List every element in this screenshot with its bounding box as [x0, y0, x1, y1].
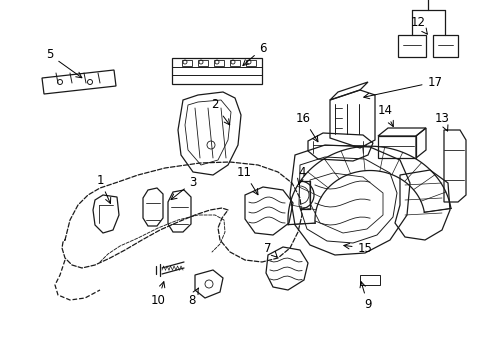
Text: 4: 4: [297, 166, 305, 184]
Text: 9: 9: [359, 282, 371, 311]
Text: 2: 2: [211, 99, 229, 125]
Text: 5: 5: [46, 49, 81, 78]
Text: 11: 11: [236, 166, 258, 195]
Text: 3: 3: [171, 175, 196, 199]
Text: 1: 1: [96, 174, 110, 203]
Text: 10: 10: [150, 282, 165, 306]
Text: 6: 6: [243, 41, 266, 66]
Text: 14: 14: [377, 104, 392, 127]
Text: 13: 13: [434, 112, 448, 131]
Text: 16: 16: [295, 112, 317, 142]
Text: 15: 15: [343, 242, 372, 255]
Text: 8: 8: [188, 288, 198, 306]
Text: 12: 12: [409, 15, 427, 34]
Text: 17: 17: [363, 76, 442, 99]
Text: 7: 7: [264, 242, 277, 257]
